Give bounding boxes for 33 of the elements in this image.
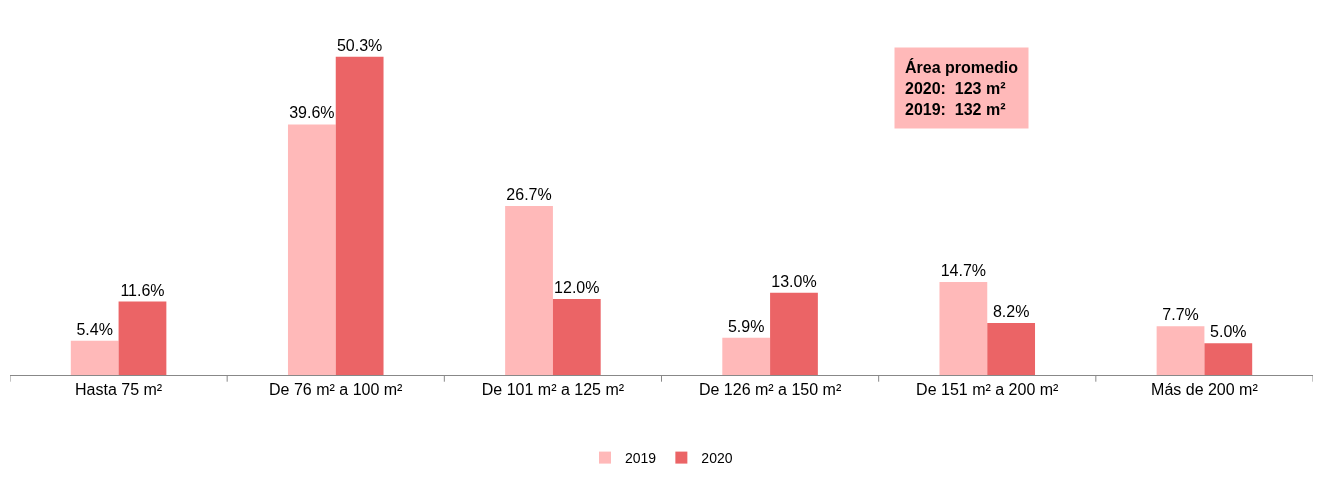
bar [770, 292, 818, 375]
x-tick-label: Hasta 75 m² [75, 381, 163, 399]
data-label: 12.0% [554, 279, 600, 297]
data-label: 8.2% [992, 303, 1030, 321]
x-tick-label: De 126 m² a 150 m² [698, 381, 842, 399]
annotation: Área promedio 2020: 123 m² 2019: 132 m² [905, 58, 1019, 118]
data-label: 11.6% [120, 281, 165, 299]
x-tick-label: De 76 m² a 100 m² [269, 381, 404, 399]
bar [1204, 343, 1253, 375]
bar [70, 340, 119, 375]
data-label: 5.4% [76, 320, 113, 338]
bar [287, 124, 336, 375]
data-label: 26.7% [506, 186, 552, 204]
legend-label: 2020 [701, 450, 733, 467]
bar [1156, 326, 1205, 375]
bar [505, 206, 553, 375]
data-label: 50.3% [336, 36, 383, 54]
data-label: 7.7% [1162, 306, 1199, 324]
data-label: 5.9% [727, 317, 765, 335]
bar [939, 281, 988, 375]
data-label: 13.0% [771, 272, 817, 290]
bar [335, 56, 384, 375]
bar [118, 301, 167, 375]
bar [987, 323, 1036, 375]
x-tick-label: De 101 m² a 125 m² [481, 381, 625, 399]
bar [552, 299, 601, 375]
data-label: 5.0% [1210, 323, 1247, 341]
data-label: 39.6% [289, 104, 335, 122]
data-label: 14.7% [940, 261, 987, 279]
bar [722, 337, 771, 375]
x-tick-label: Más de 200 m² [1151, 381, 1259, 399]
legend-label: 2019 [625, 450, 657, 467]
x-tick-label: De 151 m² a 200 m² [916, 381, 1060, 399]
